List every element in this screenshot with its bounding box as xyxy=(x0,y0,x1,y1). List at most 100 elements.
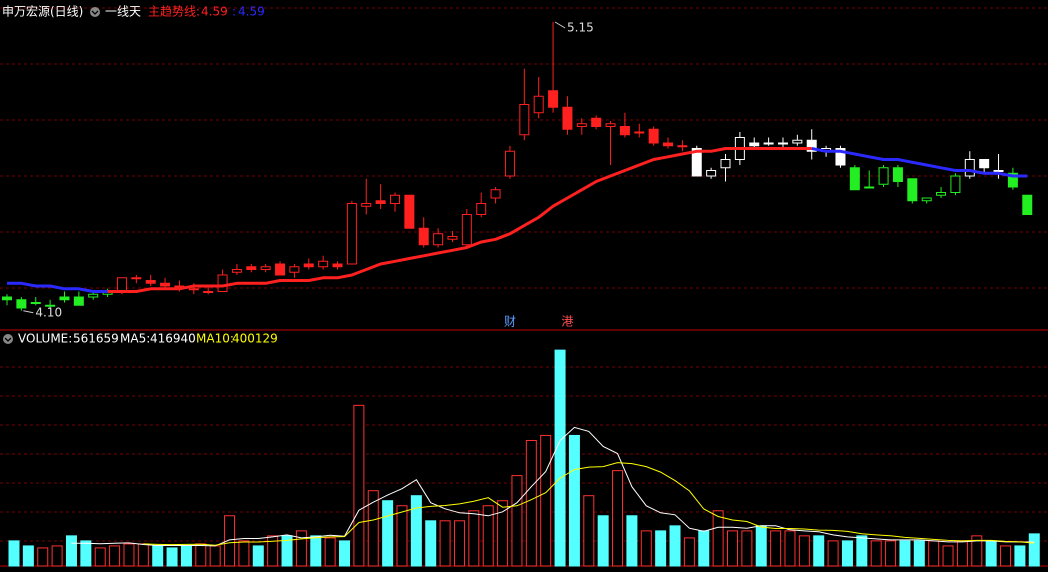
volume-bar xyxy=(267,535,279,567)
indicator-name: 一线天 xyxy=(105,5,141,19)
trend-line xyxy=(7,147,1028,293)
annotation-pointer xyxy=(23,310,34,314)
candle-body xyxy=(433,233,444,246)
candle-body xyxy=(763,142,774,145)
legend-value: 4.59 xyxy=(201,5,228,19)
volume-bar xyxy=(727,530,738,567)
candle-body xyxy=(519,104,530,136)
volume-bar xyxy=(583,495,595,567)
volume-bar xyxy=(224,515,236,567)
candle-body xyxy=(231,269,242,273)
volume-bar xyxy=(640,530,652,567)
candle-body xyxy=(318,260,329,268)
candle-body xyxy=(677,145,688,148)
candle-body xyxy=(979,159,990,169)
event-marker: 财 xyxy=(504,315,516,329)
event-marker: 港 xyxy=(561,315,573,329)
candle-body xyxy=(936,192,947,196)
volume-bar xyxy=(612,470,624,567)
volume-bar xyxy=(396,505,408,567)
volume-bar xyxy=(540,434,552,567)
volume-bar xyxy=(425,520,437,567)
candle-body xyxy=(332,263,343,268)
menu-icon[interactable] xyxy=(90,7,100,17)
candle-body xyxy=(706,170,717,177)
volume-bar xyxy=(841,540,853,567)
volume-bar xyxy=(813,535,825,567)
volume-bar xyxy=(971,535,983,567)
candle-body xyxy=(476,203,487,215)
candle-body xyxy=(562,106,573,130)
volume-bar xyxy=(741,530,753,567)
volume-bar xyxy=(784,530,796,567)
annotation: 5.15 xyxy=(567,21,594,35)
volume-bar xyxy=(324,537,336,567)
volume-header: VOLUME: 561659 MA5: 416940 MA10: 400129 xyxy=(3,332,278,346)
volume-bar xyxy=(80,540,92,567)
candle-body xyxy=(217,274,228,292)
menu-icon[interactable] xyxy=(3,334,13,344)
volume-bar xyxy=(123,543,135,567)
volume-bar xyxy=(137,543,149,567)
volume-bar xyxy=(985,540,997,567)
volume-bar xyxy=(252,545,264,567)
volume-bar xyxy=(798,535,810,567)
volume-bar xyxy=(367,490,379,567)
candle-body xyxy=(260,266,271,270)
candle-body xyxy=(835,148,846,166)
candle-body xyxy=(504,150,515,177)
candle-body xyxy=(361,203,372,207)
volume-bar xyxy=(870,540,882,567)
volume-bar xyxy=(1014,545,1026,567)
candle-body xyxy=(1007,172,1018,188)
moving-average-line xyxy=(143,462,1035,546)
candle-body xyxy=(275,263,286,276)
volume-bar xyxy=(468,510,480,567)
volume-bar xyxy=(94,547,106,567)
candle-body xyxy=(289,266,300,273)
volume-bar xyxy=(295,530,307,567)
candle-body xyxy=(806,139,817,152)
volume-bar xyxy=(525,439,537,567)
menu-icon-arrow xyxy=(91,10,99,15)
volume-bar xyxy=(152,545,164,567)
candle-body xyxy=(73,296,84,306)
volume-bar xyxy=(281,535,293,567)
volume-bar xyxy=(928,540,940,567)
moving-average-line xyxy=(71,426,1035,547)
volume-bar xyxy=(353,404,365,567)
volume-bar xyxy=(597,515,609,567)
candle-body xyxy=(964,159,975,177)
candle-body xyxy=(389,194,400,204)
volume-bar xyxy=(885,540,897,567)
volume-bar xyxy=(698,530,710,567)
candle-body xyxy=(346,203,357,265)
candle-body xyxy=(878,167,889,185)
volume-bar xyxy=(956,540,968,567)
candle-body xyxy=(418,227,429,246)
volume-bar xyxy=(942,545,954,567)
candle-body xyxy=(490,189,501,199)
volume-bar xyxy=(827,540,839,567)
volume-bar xyxy=(439,520,451,567)
volume-bar xyxy=(339,540,351,567)
volume-bar xyxy=(482,505,494,567)
candle-body xyxy=(950,175,961,193)
volume-bar xyxy=(655,530,667,567)
candle-body xyxy=(993,170,1004,172)
candle-body xyxy=(30,302,41,304)
candle-body xyxy=(145,280,156,284)
volume-bar xyxy=(770,530,782,567)
volume-bar xyxy=(180,545,192,567)
volume-bar xyxy=(913,540,925,567)
candle-body xyxy=(160,282,171,287)
volume-bar xyxy=(195,543,207,567)
volume-bar xyxy=(382,500,394,567)
candle-body xyxy=(576,123,587,127)
candle-body xyxy=(1022,194,1033,215)
volume-bar xyxy=(568,434,580,567)
volume-bar xyxy=(497,500,509,567)
candle-body xyxy=(749,142,760,147)
volume-bar xyxy=(109,545,121,567)
